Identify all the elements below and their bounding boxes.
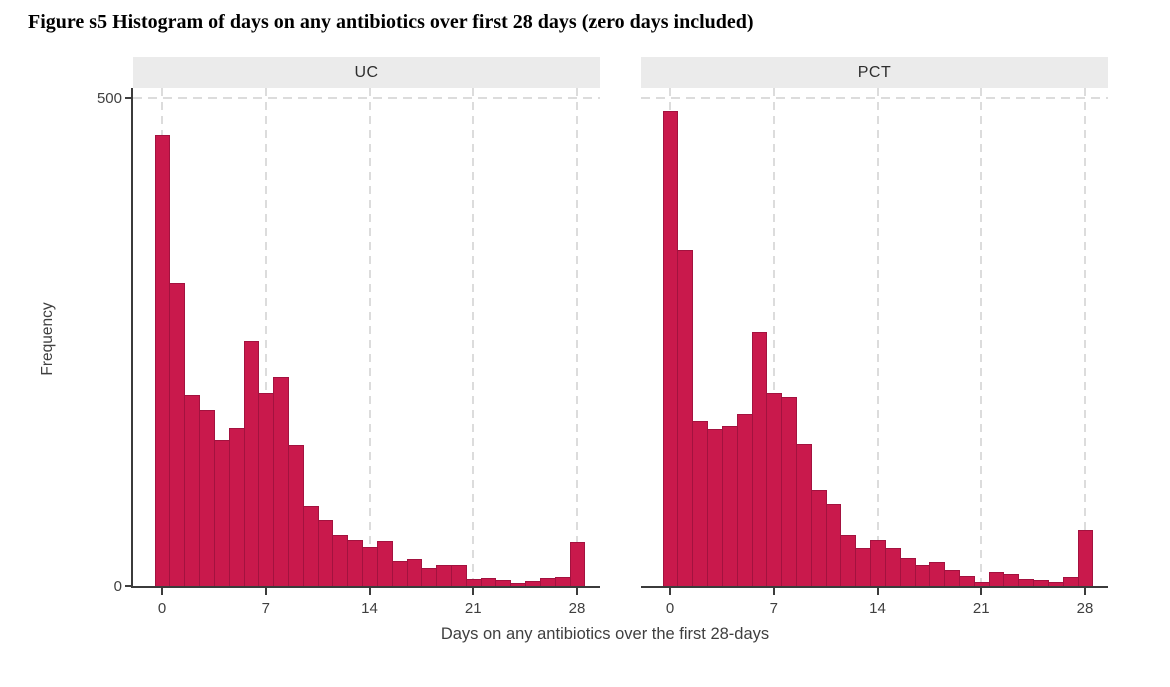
histogram-bar-day-18: [421, 568, 438, 587]
histogram-bar-day-13: [347, 540, 364, 587]
horizontal-gridline-500: [133, 96, 600, 99]
histogram-bar-day-4: [721, 425, 738, 587]
histogram-bar-day-17: [914, 565, 931, 587]
x-tick-label-21: 21: [972, 600, 990, 617]
vertical-gridline-day-14: [876, 88, 879, 587]
histogram-bar-day-12: [332, 535, 349, 587]
y-tick-mark-500: [125, 97, 133, 99]
panel-pct-plot: 0 7 14 21 28: [641, 88, 1108, 617]
x-axis-line: [641, 586, 1108, 588]
histogram-bar-day-8: [273, 376, 289, 587]
panel-uc-strip-label: UC: [354, 63, 379, 81]
x-tick-label-21: 21: [464, 600, 482, 617]
y-tick-label-500: 500: [96, 90, 122, 107]
histogram-bar-day-4: [213, 440, 230, 587]
x-tick-mark-0: [669, 588, 671, 595]
histogram-bar-day-19: [436, 564, 452, 587]
x-tick-mark-7: [772, 588, 775, 595]
histogram-bar-day-15: [884, 547, 901, 587]
histogram-bar-day-6: [243, 341, 260, 587]
panel-pct-strip-label: PCT: [857, 63, 892, 81]
histogram-bar-day-12: [840, 535, 857, 587]
histogram-bar-day-5: [228, 427, 245, 587]
histogram-bar-day-7: [258, 393, 275, 587]
figure-title: Figure s5 Histogram of days on any antib…: [28, 11, 754, 33]
histogram-bar-day-3: [707, 429, 723, 587]
histogram-bar-day-1: [169, 282, 186, 587]
vertical-gridline-day-28: [576, 88, 578, 587]
x-tick-label-0: 0: [665, 600, 675, 617]
x-tick-mark-21: [980, 588, 983, 595]
histogram-bar-day-18: [929, 561, 946, 587]
vertical-gridline-day-7: [772, 88, 775, 587]
vertical-gridline-day-21: [472, 88, 475, 587]
panel-uc-plot: 0 7 14 21 28: [131, 88, 600, 617]
x-tick-mark-28: [1084, 588, 1086, 595]
x-tick-label-28: 28: [1076, 600, 1094, 617]
y-tick-label-0: 0: [113, 578, 122, 595]
panel-pct: PCT 0 7 14 21 28: [641, 57, 1108, 617]
histogram-bar-day-15: [376, 541, 393, 587]
panel-uc: UC 0 7 14 21 28: [131, 57, 600, 617]
x-tick-label-0: 0: [157, 600, 167, 617]
histogram-bar-day-28: [1077, 530, 1094, 587]
histogram-bar-day-20: [451, 564, 467, 587]
vertical-gridline-day-21: [980, 88, 983, 587]
x-tick-mark-14: [368, 588, 371, 595]
histogram-bar-day-16: [391, 560, 408, 587]
y-tick-mark-0: [125, 585, 133, 587]
panel-pct-strip: PCT: [641, 57, 1108, 88]
vertical-gridline-day-28: [1084, 88, 1086, 587]
histogram-bar-day-5: [736, 413, 753, 587]
histogram-bar-day-0: [154, 134, 171, 587]
horizontal-gridline-500: [641, 96, 1108, 99]
histogram-bar-day-10: [810, 490, 827, 587]
histogram-bar-day-11: [825, 503, 842, 587]
histogram-bar-day-22: [988, 572, 1005, 587]
x-tick-label-14: 14: [361, 600, 378, 617]
histogram-bar-day-0: [662, 111, 679, 587]
x-tick-mark-7: [264, 588, 267, 595]
histogram-bar-day-11: [317, 520, 334, 587]
x-tick-mark-21: [472, 588, 475, 595]
x-tick-label-14: 14: [869, 600, 886, 617]
x-axis-line: [133, 586, 600, 588]
histogram-bar-day-9: [795, 444, 812, 587]
histogram-bar-day-28: [569, 542, 586, 587]
histogram-bar-day-10: [302, 505, 319, 587]
x-tick-mark-14: [876, 588, 879, 595]
x-tick-label-7: 7: [769, 600, 778, 617]
y-axis-title: Frequency: [39, 302, 56, 376]
vertical-gridline-day-7: [264, 88, 267, 587]
histogram-bar-day-1: [677, 250, 694, 587]
histogram-bar-day-16: [899, 557, 916, 587]
histogram-bar-day-14: [362, 546, 378, 587]
vertical-gridline-day-14: [368, 88, 371, 587]
x-tick-mark-0: [161, 588, 163, 595]
histogram-bar-day-17: [406, 558, 423, 587]
x-tick-mark-28: [576, 588, 578, 595]
histogram-bar-day-8: [781, 397, 797, 587]
histogram-bar-day-3: [199, 409, 215, 587]
histogram-bar-day-14: [870, 540, 886, 587]
histogram-bar-day-2: [692, 420, 709, 587]
panel-uc-strip: UC: [133, 57, 600, 88]
histogram-bar-day-6: [751, 331, 768, 587]
x-axis-title: Days on any antibiotics over the first 2…: [440, 625, 770, 643]
x-tick-label-7: 7: [261, 600, 270, 617]
histogram-bar-day-9: [287, 445, 304, 587]
y-axis-line: [131, 88, 133, 588]
histogram-bar-day-2: [184, 395, 201, 587]
histogram-bar-day-19: [944, 570, 960, 587]
histogram-bar-day-13: [855, 547, 872, 587]
x-tick-label-28: 28: [568, 600, 586, 617]
histogram-bar-day-7: [766, 393, 783, 587]
